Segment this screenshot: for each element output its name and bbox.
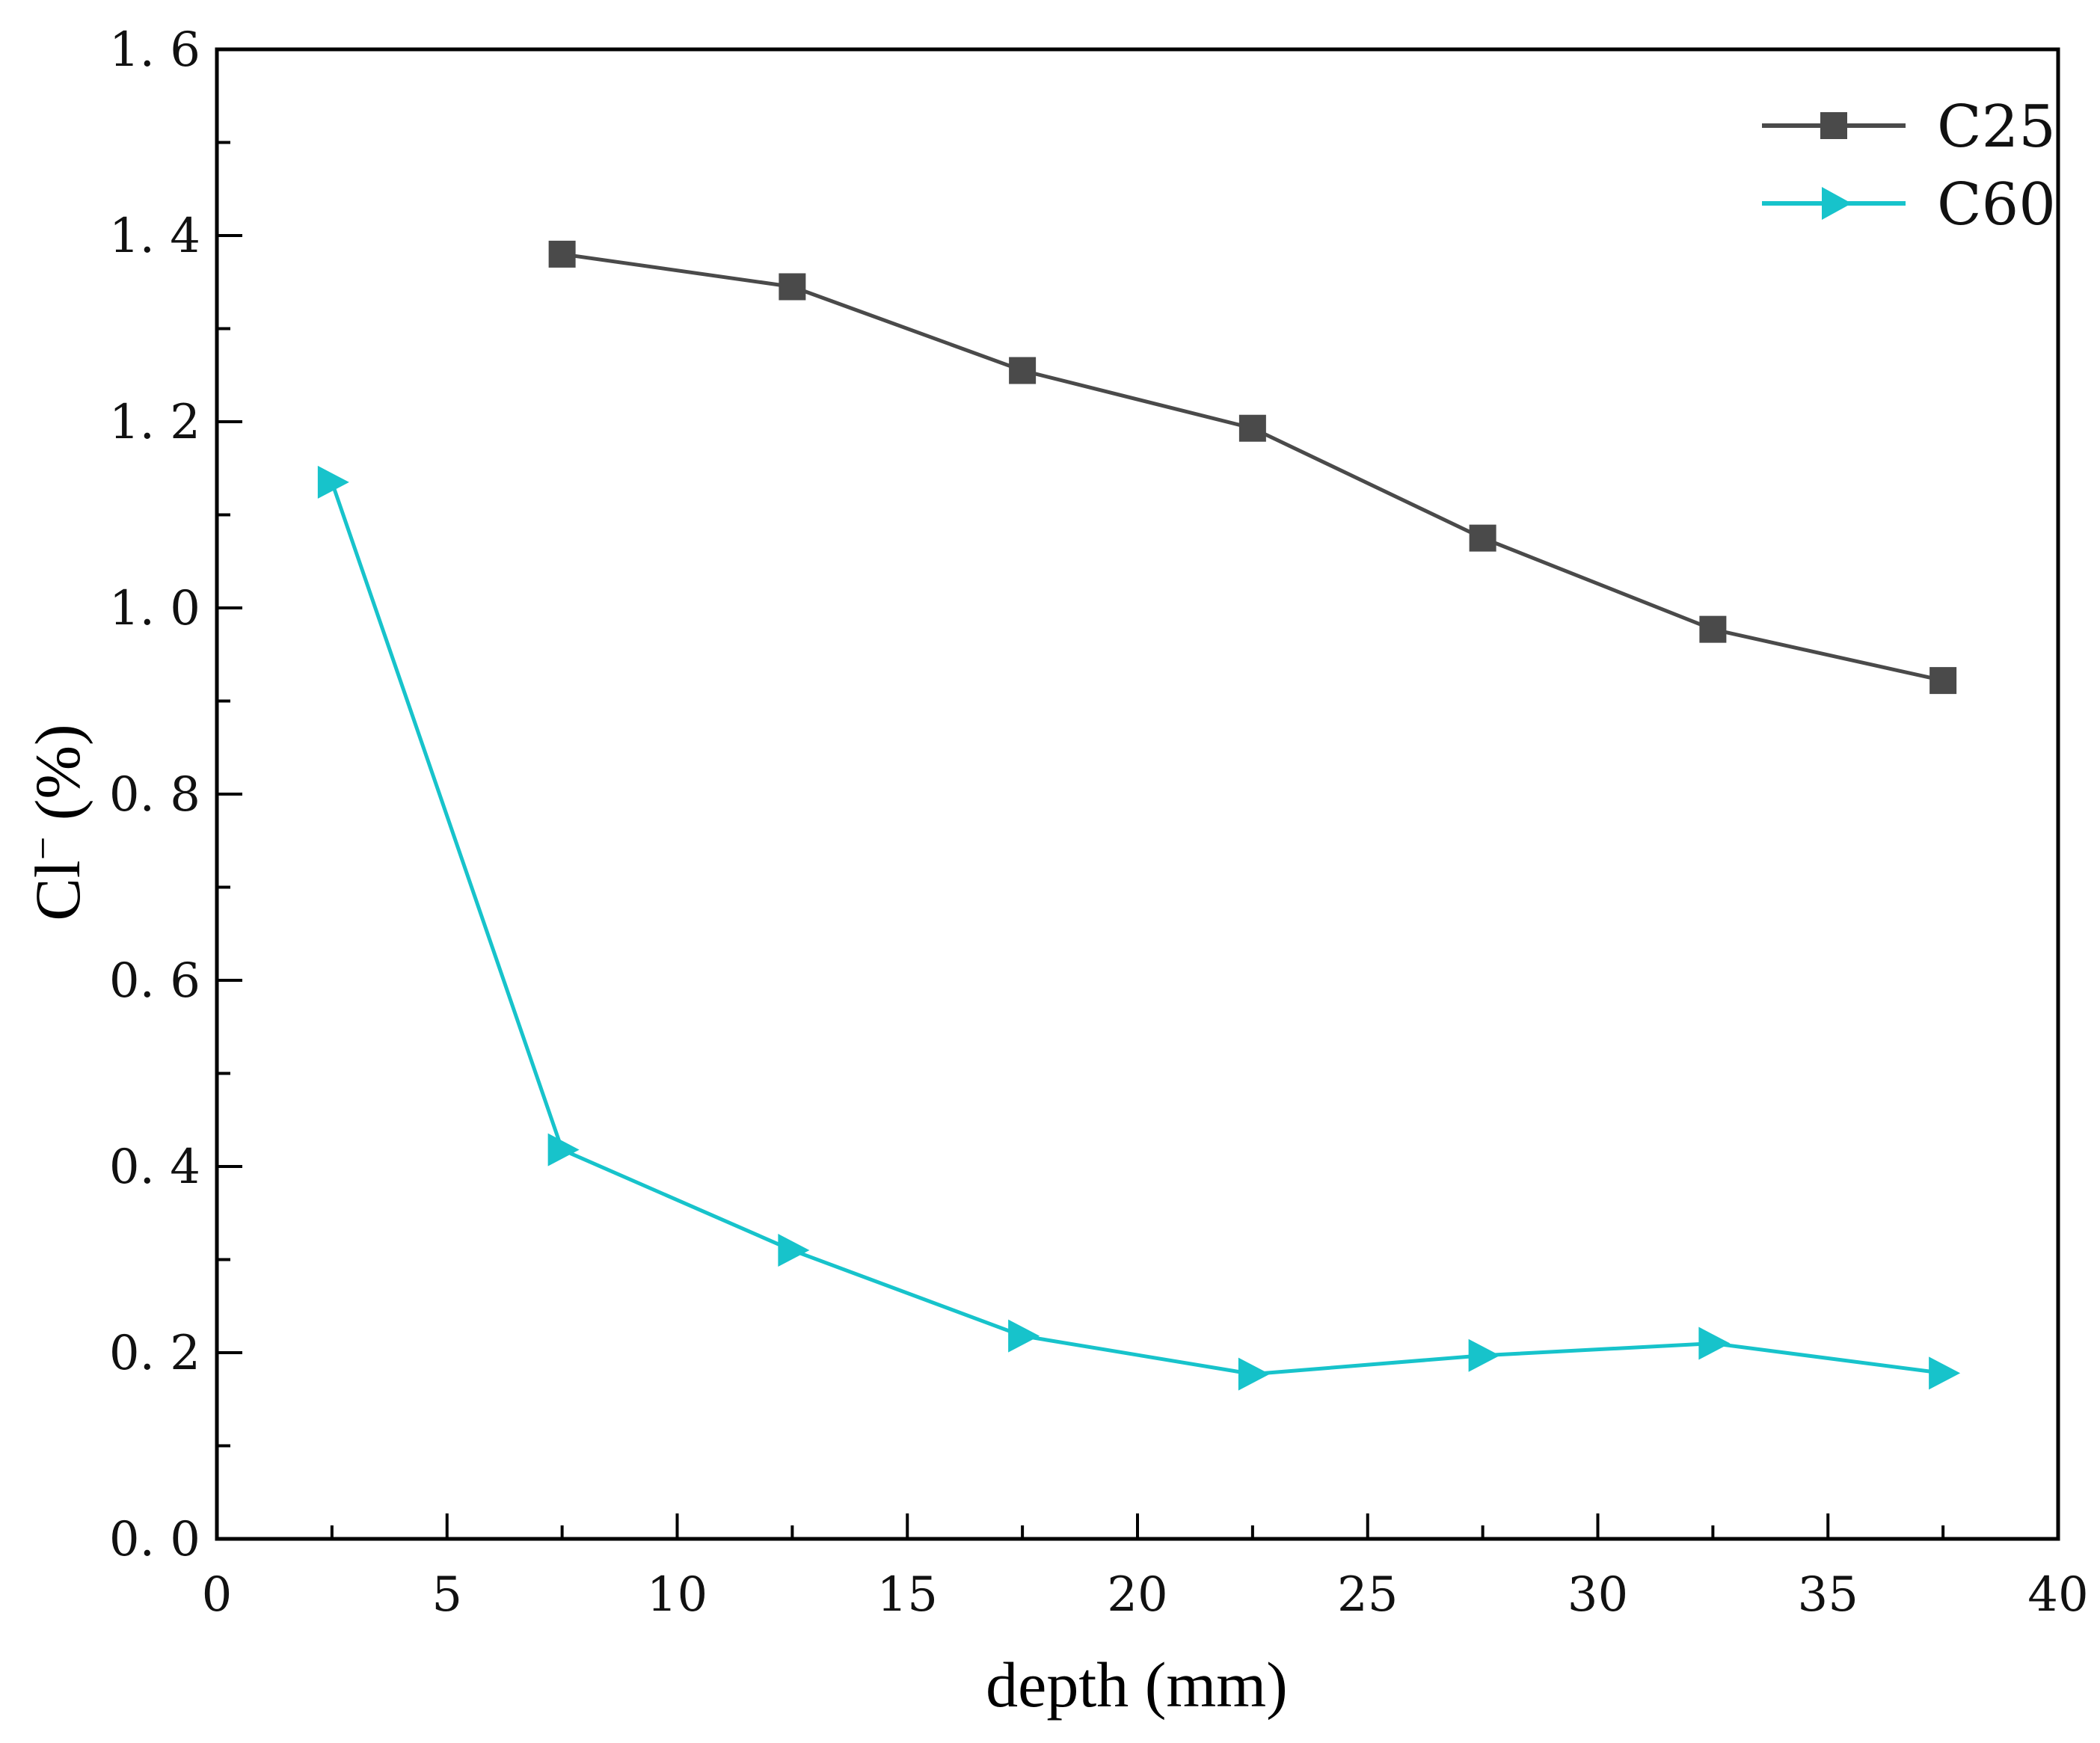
y-axis-title-superscript: − <box>20 837 67 861</box>
data-point-c60 <box>317 465 349 499</box>
axis-ticks: 0 5 10 15 20 25 30 35 40 0. 0 0. 2 0. 4 0. 6 0. 8 1. 0… <box>109 22 2089 1623</box>
y-tick-label: 0. 2 <box>109 1326 200 1381</box>
x-tick-label: 20 <box>1107 1567 1167 1623</box>
x-tick-label: 5 <box>432 1567 462 1623</box>
y-axis-title-unit: (%) <box>22 724 93 836</box>
series-layer <box>317 240 1961 1391</box>
data-point-c60 <box>547 1133 580 1166</box>
x-tick-label: 0 <box>202 1567 233 1623</box>
legend-item-c60: C60 <box>1762 171 2056 239</box>
data-point-c60 <box>1468 1338 1500 1372</box>
y-tick-label: 1. 2 <box>109 395 200 450</box>
legend-label-c25: C25 <box>1937 93 2056 161</box>
series-line-c60 <box>330 482 1944 1377</box>
x-tick-label: 10 <box>647 1567 707 1623</box>
legend-item-c25: C25 <box>1762 93 2056 161</box>
y-tick-label: 1. 6 <box>109 22 200 78</box>
legend-c60-marker <box>1822 187 1852 220</box>
y-tick-label: 0. 6 <box>109 953 200 1009</box>
x-axis-title: depth (mm) <box>986 1649 1288 1721</box>
data-point-c25 <box>1238 414 1266 442</box>
legend: C25 C60 <box>1762 93 2056 239</box>
data-point-c25 <box>548 240 576 268</box>
y-tick-label: 0. 8 <box>109 767 200 823</box>
y-tick-label: 0. 0 <box>109 1512 200 1567</box>
x-tick-label: 35 <box>1798 1567 1858 1623</box>
y-tick-label: 1. 4 <box>109 209 200 264</box>
legend-label-c60: C60 <box>1937 171 2056 239</box>
data-point-c25 <box>1469 524 1496 552</box>
data-point-c60 <box>1929 1356 1961 1390</box>
legend-c25-marker <box>1820 112 1847 139</box>
y-tick-label: 0. 4 <box>109 1140 200 1195</box>
plot-area-border <box>215 47 2060 1541</box>
data-point-c25 <box>1929 667 1957 695</box>
y-axis-title: Cl− (%) <box>20 724 93 920</box>
series-line-c25 <box>562 252 1944 683</box>
plot-frame <box>215 47 2060 1541</box>
x-tick-label: 40 <box>2027 1567 2088 1623</box>
data-point-c60 <box>1008 1319 1040 1353</box>
x-tick-label: 15 <box>877 1567 938 1623</box>
data-point-c25 <box>1009 357 1037 384</box>
data-point-c25 <box>1699 615 1727 643</box>
data-point-c60 <box>1238 1357 1270 1391</box>
data-point-c60 <box>778 1234 810 1267</box>
x-tick-label: 25 <box>1337 1567 1398 1623</box>
data-point-c60 <box>1698 1327 1731 1360</box>
y-axis-title-main: Cl <box>22 860 93 920</box>
data-point-c25 <box>779 273 806 301</box>
y-tick-label: 1. 0 <box>109 581 200 636</box>
x-tick-label: 30 <box>1568 1567 1628 1623</box>
